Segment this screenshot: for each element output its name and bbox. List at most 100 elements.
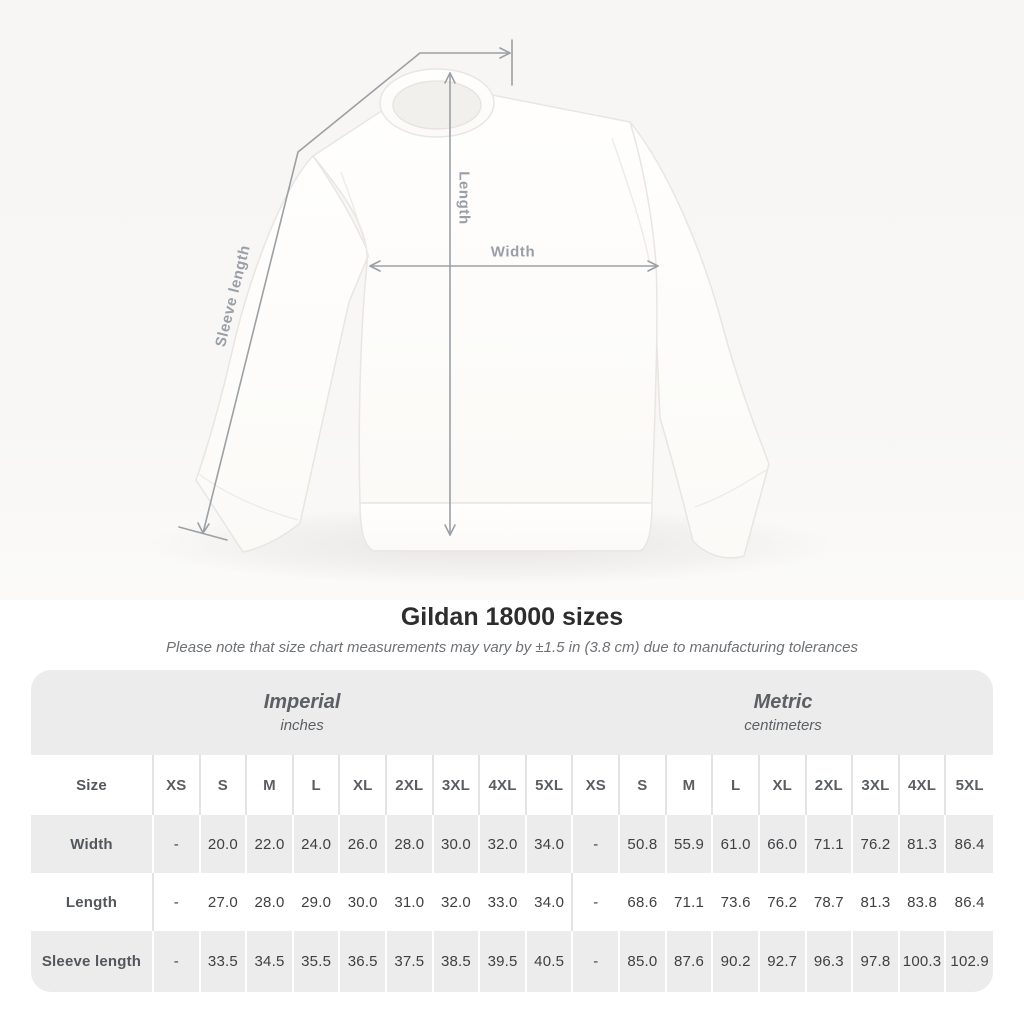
- size-col-metric-3XL: 3XL: [853, 755, 900, 815]
- size-col-imperial-S: S: [201, 755, 248, 815]
- value-cell-imperial: 22.0: [247, 815, 294, 873]
- size-col-metric-L: L: [713, 755, 760, 815]
- value-cell-imperial: 34.0: [527, 873, 574, 931]
- value-cell-imperial: 32.0: [440, 893, 471, 911]
- value-cell-imperial: 26.0: [340, 815, 388, 873]
- size-col-imperial-3XL: 3XL: [434, 755, 481, 815]
- length-arrowhead-bottom: [444, 524, 456, 536]
- width-arrowhead-right: [647, 260, 659, 272]
- size-col-imperial-XS: XS: [154, 755, 201, 815]
- sleeve-length-arrowhead-right: [499, 47, 511, 59]
- value-cell-metric: 81.3: [860, 893, 891, 911]
- row-label-sleeve-length: Sleeve length: [31, 931, 154, 992]
- value-cell-imperial: 36.5: [340, 931, 388, 992]
- sleeve-length-end-tick: [178, 526, 228, 541]
- value-cell-imperial: -: [154, 815, 201, 873]
- size-col-imperial-M: M: [247, 755, 294, 815]
- size-header-row: Size XS S M L XL 2XL 3XL 4XL 5XL XS S M L XL 2XL 3XL 4XL…: [31, 755, 993, 815]
- size-col-imperial-XL: XL: [340, 755, 388, 815]
- value-cell-imperial: 29.0: [301, 893, 332, 911]
- value-cell-imperial: 40.5: [527, 931, 574, 992]
- imperial-section-unit: inches: [280, 717, 324, 734]
- value-cell-imperial: 27.0: [207, 893, 238, 911]
- size-col-imperial-2XL: 2XL: [387, 755, 434, 815]
- page-title: Gildan 18000 sizes: [400, 603, 624, 631]
- value-cell-imperial: 34.5: [247, 931, 294, 992]
- value-cell-metric: 76.2: [767, 893, 798, 911]
- value-cell-imperial: 34.0: [527, 815, 574, 873]
- size-col-metric-4XL: 4XL: [900, 755, 947, 815]
- table-row-width: Width -20.0 22.0 24.0 26.0 28.0 30.0 32.0 34.0-…: [31, 815, 993, 873]
- measurement-annotations: [178, 39, 659, 541]
- value-cell-imperial: 37.5: [387, 931, 434, 992]
- size-col-imperial-L: L: [294, 755, 341, 815]
- size-col-metric-5XL: 5XL: [955, 776, 984, 794]
- value-cell-imperial: 38.5: [434, 931, 481, 992]
- length-arrowhead-top: [444, 72, 456, 84]
- waistband: [359, 502, 653, 552]
- width-arrowhead-left: [369, 260, 381, 272]
- value-cell-imperial: 24.0: [294, 815, 341, 873]
- right-armhole-seam: [611, 137, 650, 261]
- value-cell-metric: 71.1: [807, 815, 854, 873]
- title-block: Gildan 18000 sizes Please note that size…: [0, 600, 1024, 657]
- sweatshirt-diagram: [145, 39, 835, 585]
- value-cell-imperial: 31.0: [394, 893, 425, 911]
- sleeve-length-line: [202, 52, 511, 534]
- value-cell-imperial: 30.0: [434, 815, 481, 873]
- metric-section-unit: centimeters: [744, 717, 822, 734]
- value-cell-metric: 50.8: [620, 815, 667, 873]
- value-cell-imperial: 28.0: [254, 893, 285, 911]
- size-column-header: Size: [31, 755, 154, 815]
- value-cell-imperial: -: [173, 893, 179, 911]
- sweatshirt-body: [312, 94, 658, 504]
- units-header-band: Imperial inches Metric centimeters: [31, 670, 993, 755]
- value-cell-metric: 86.4: [954, 893, 985, 911]
- value-cell-metric: 90.2: [713, 931, 760, 992]
- collar-inner: [392, 80, 482, 130]
- value-cell-metric: 86.4: [954, 835, 985, 853]
- size-col-imperial-5XL: 5XL: [527, 755, 574, 815]
- size-col-metric-S: S: [620, 755, 667, 815]
- value-cell-metric: 73.6: [720, 893, 751, 911]
- size-col-metric-XS: XS: [573, 755, 621, 815]
- value-cell-metric: -: [593, 893, 599, 911]
- value-cell-metric: 81.3: [900, 815, 947, 873]
- left-cuff-seam: [198, 473, 299, 521]
- value-cell-metric: 100.3: [900, 931, 947, 992]
- right-cuff-seam: [694, 469, 767, 508]
- value-cell-metric: 83.8: [907, 893, 938, 911]
- size-col-metric-2XL: 2XL: [807, 755, 854, 815]
- value-cell-imperial: 30.0: [347, 893, 378, 911]
- value-cell-metric: 71.1: [674, 893, 705, 911]
- value-cell-metric: 97.8: [853, 931, 900, 992]
- table-row-sleeve-length: Sleeve length -33.5 34.5 35.5 36.5 37.5 38.5 3…: [31, 931, 993, 992]
- value-cell-imperial: 33.0: [487, 893, 518, 911]
- size-col-metric-XL: XL: [760, 755, 807, 815]
- value-cell-metric: 85.0: [620, 931, 667, 992]
- value-cell-imperial: 39.5: [480, 931, 527, 992]
- value-cell-metric: 87.6: [667, 931, 714, 992]
- product-photo-area: Width Length Sleeve length: [0, 0, 1024, 600]
- value-cell-imperial: 20.0: [201, 815, 248, 873]
- value-cell-imperial: 28.0: [387, 815, 434, 873]
- size-chart-table: Imperial inches Metric centimeters Size …: [31, 670, 993, 992]
- value-cell-imperial: -: [154, 931, 201, 992]
- value-cell-metric: 55.9: [667, 815, 714, 873]
- length-label: Length: [455, 171, 473, 225]
- imperial-section-title: Imperial: [263, 691, 341, 713]
- size-col-metric-M: M: [667, 755, 714, 815]
- row-label-length: Length: [31, 873, 154, 931]
- value-cell-metric: -: [573, 931, 621, 992]
- value-cell-metric: 96.3: [807, 931, 854, 992]
- imperial-section-header: Imperial inches: [31, 670, 573, 755]
- value-cell-metric: 92.7: [760, 931, 807, 992]
- metric-section-header: Metric centimeters: [573, 670, 993, 755]
- metric-section-title: Metric: [753, 691, 813, 713]
- value-cell-metric: 66.0: [760, 815, 807, 873]
- row-label-width: Width: [31, 815, 154, 873]
- value-cell-imperial: 33.5: [201, 931, 248, 992]
- tolerance-note: Please note that size chart measurements…: [166, 639, 858, 656]
- value-cell-metric: 61.0: [713, 815, 760, 873]
- value-cell-metric: 68.6: [627, 893, 658, 911]
